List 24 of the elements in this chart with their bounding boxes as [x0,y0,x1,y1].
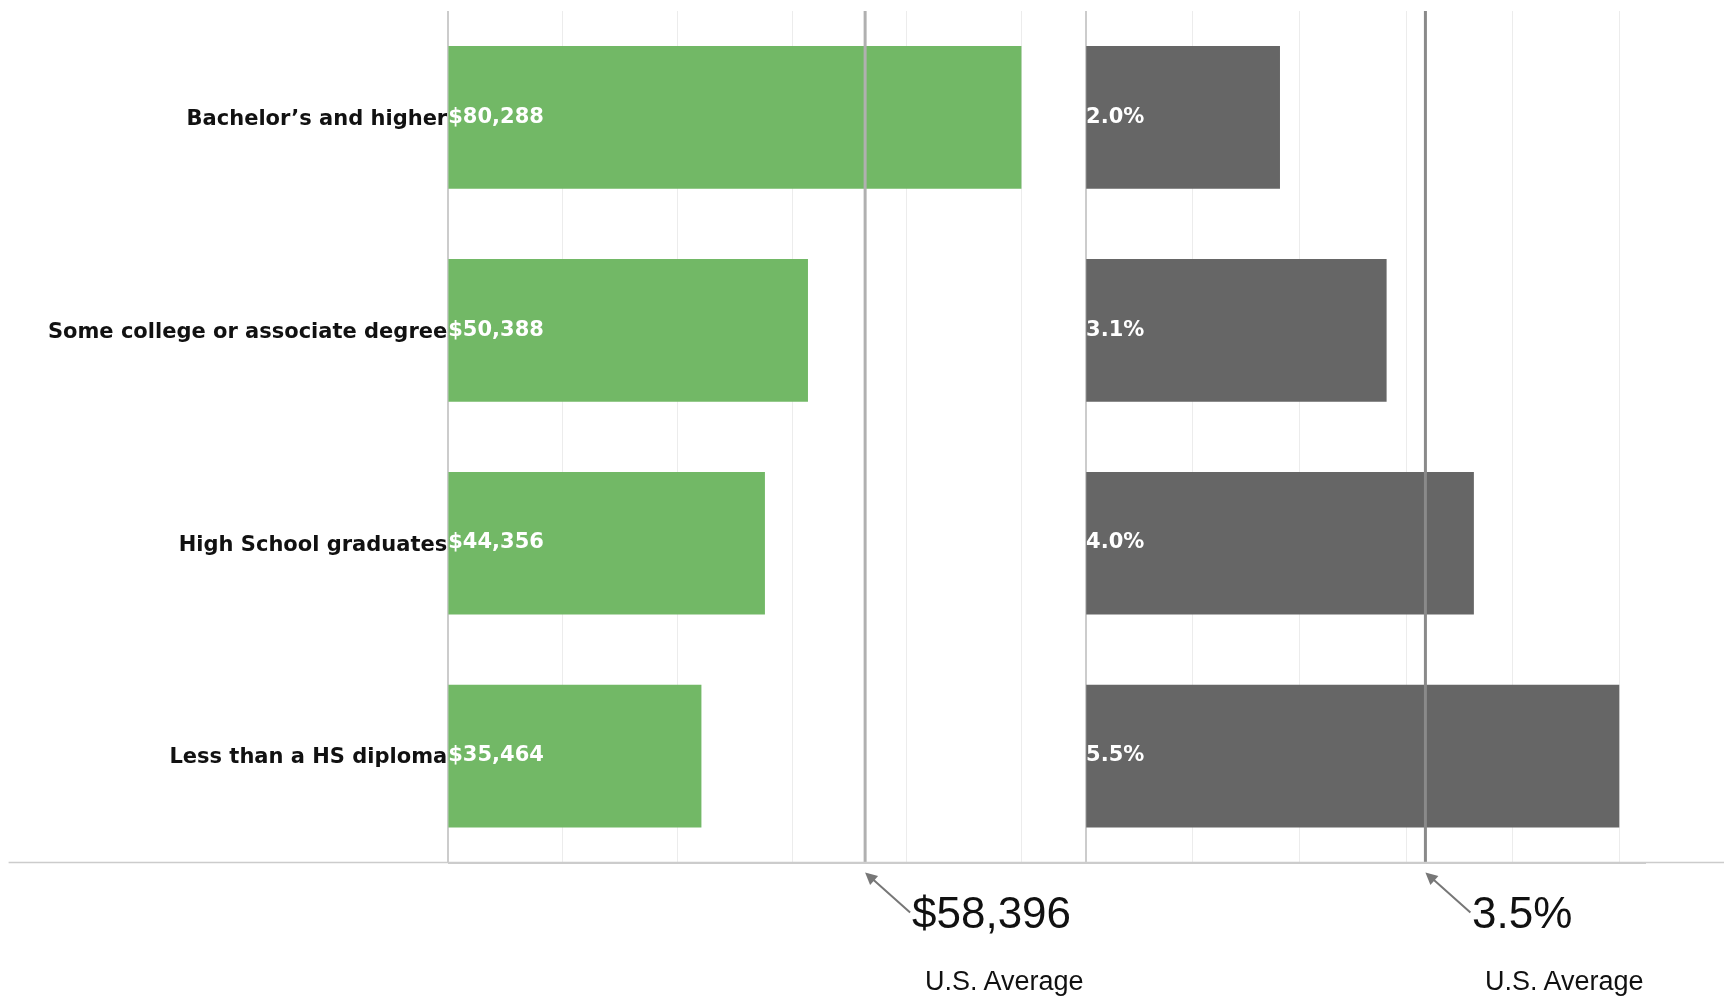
bar [1086,46,1280,189]
y-tick-label: Bachelor’s and higher [186,105,448,130]
bar [1086,471,1474,615]
bar [1086,684,1620,828]
text: $58,396 [912,888,1072,937]
text: 3.5% [1472,888,1573,937]
text: 3.1% [1086,316,1145,341]
bar [448,46,1022,189]
text: $35,464 [448,742,544,767]
bar [1086,259,1387,402]
text: $44,356 [448,529,544,554]
bar [448,684,702,828]
bar [448,259,808,402]
text: 4.0% [1086,529,1145,554]
text: 2.0% [1086,103,1145,128]
text: U.S. Average [1485,966,1644,996]
y-tick-label: Less than a HS diploma [169,744,448,769]
text: 5.5% [1086,742,1145,767]
y-tick-label: Some college or associate degree [47,318,448,343]
bar [448,471,765,615]
text: U.S. Average [925,966,1084,996]
text: $50,388 [448,316,544,341]
y-tick-label: High School graduates [178,531,448,556]
text: $80,288 [448,103,544,128]
